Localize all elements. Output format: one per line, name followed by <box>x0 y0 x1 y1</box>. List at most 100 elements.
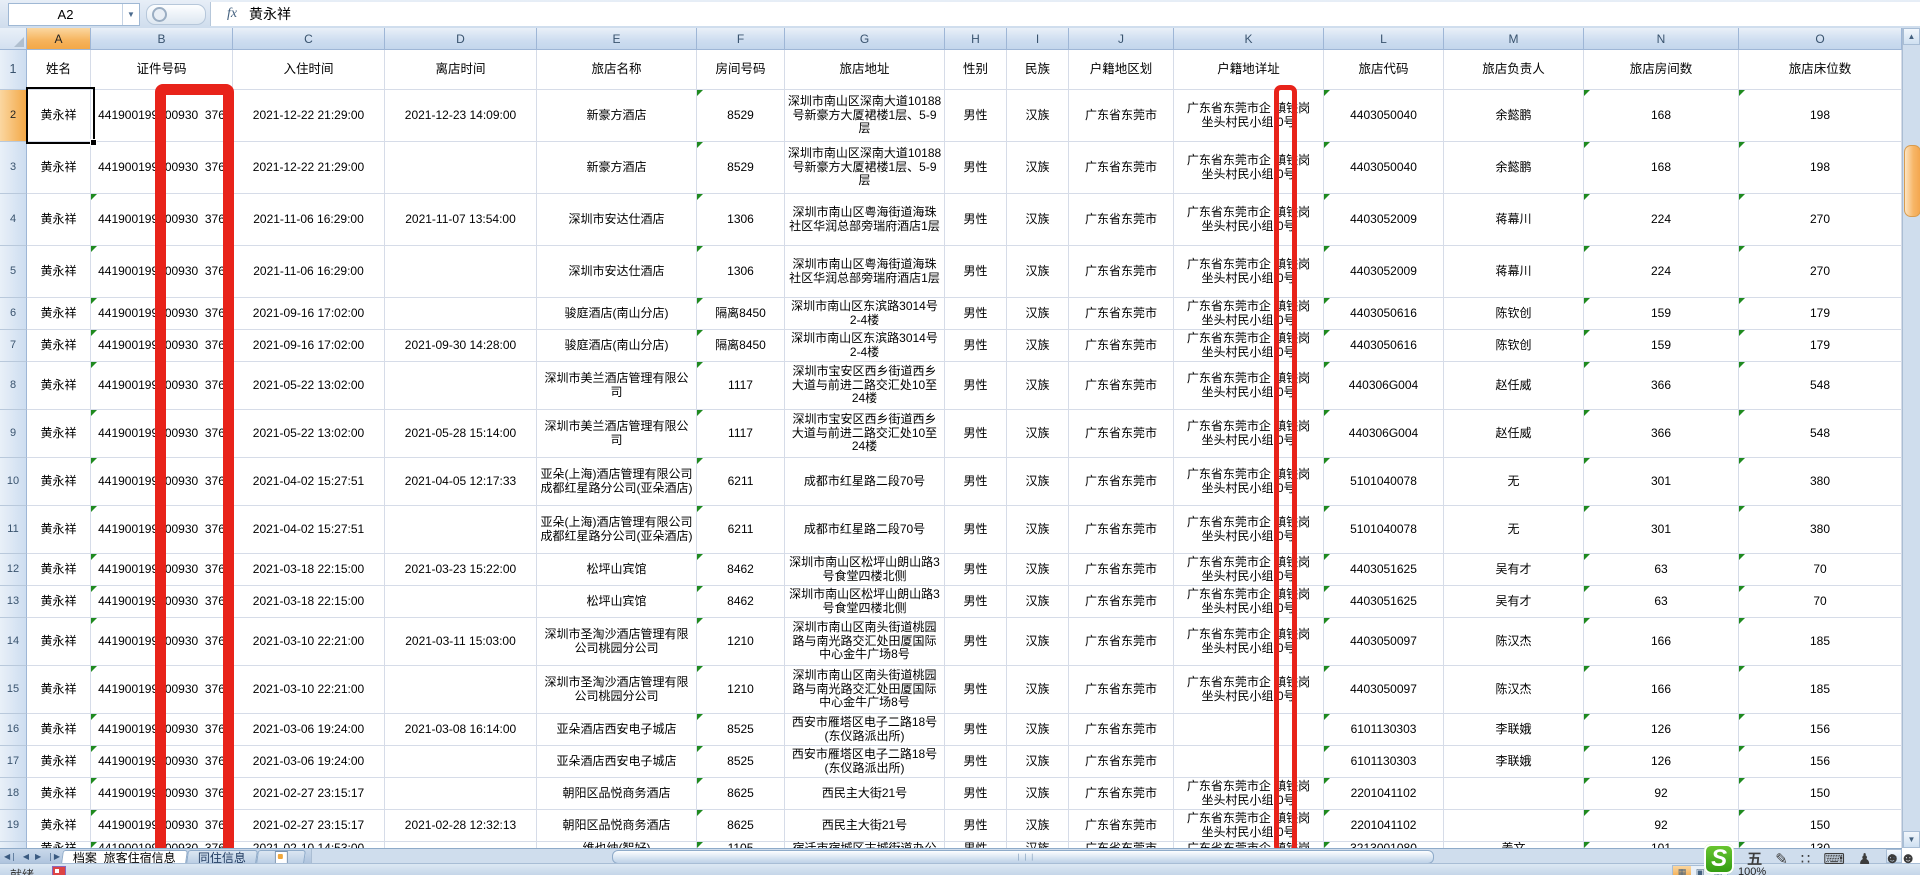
cell-region[interactable]: 广东省东莞市 <box>1069 90 1174 142</box>
cell-rooms[interactable]: 159 <box>1584 298 1739 330</box>
cell-room[interactable]: 8462 <box>697 586 785 618</box>
cell-gender[interactable]: 男性 <box>945 90 1007 142</box>
cell-id[interactable]: 441900199 00930 376 <box>91 194 233 246</box>
cell-hotel_addr[interactable]: 深圳市南山区粤海街道海珠社区华润总部旁瑞府酒店1层 <box>785 194 945 246</box>
cell-hukou[interactable]: 广东省东莞市企 镇铁岗 坐头村民小组 0号 <box>1174 554 1324 586</box>
cell-name[interactable]: 黄永祥 <box>27 410 91 458</box>
cell-id[interactable]: 441900199 00930 376 <box>91 506 233 554</box>
cell-region[interactable]: 广东省东莞市 <box>1069 410 1174 458</box>
cell-manager[interactable]: 蒋幕川 <box>1444 194 1584 246</box>
cell-rooms[interactable]: 126 <box>1584 714 1739 746</box>
select-all-corner[interactable] <box>0 28 27 50</box>
column-header-a[interactable]: A <box>27 28 91 50</box>
cell-rooms[interactable]: 101 <box>1584 842 1739 848</box>
cell-manager[interactable]: 赵任威 <box>1444 362 1584 410</box>
cell-region[interactable]: 广东省东莞市 <box>1069 142 1174 194</box>
cell-id[interactable]: 441900199 00930 376 <box>91 298 233 330</box>
cell-hukou[interactable]: 广东省东莞市企 镇铁岗 坐头村民小组 0号 <box>1174 410 1324 458</box>
cell-room[interactable]: 8525 <box>697 714 785 746</box>
header-cell[interactable]: 旅店床位数 <box>1739 50 1902 90</box>
column-header-e[interactable]: E <box>537 28 697 50</box>
cell-checkin[interactable]: 2021-04-02 15:27:51 <box>233 458 385 506</box>
formula-input[interactable]: fx 黄永祥 <box>210 2 1920 26</box>
cell-gender[interactable]: 男性 <box>945 714 1007 746</box>
ime-emoji-icon[interactable]: ☻☻ <box>1884 850 1916 867</box>
row-header-2[interactable]: 2 <box>0 90 27 142</box>
cell-hotel[interactable]: 朝阳区品悦商务酒店 <box>537 778 697 810</box>
column-header-d[interactable]: D <box>385 28 537 50</box>
row-header-13[interactable]: 13 <box>0 586 27 618</box>
cell-name[interactable]: 黄永祥 <box>27 554 91 586</box>
cell-name[interactable]: 黄永祥 <box>27 506 91 554</box>
cell-hotel[interactable]: 亚朵(上海)酒店管理有限公司成都红星路分公司(亚朵酒店) <box>537 506 697 554</box>
cell-hotel[interactable]: 深圳市安达仕酒店 <box>537 246 697 298</box>
cell-code[interactable]: 6101130303 <box>1324 714 1444 746</box>
cell-manager[interactable]: 无 <box>1444 506 1584 554</box>
cell-checkin[interactable]: 2021-11-06 16:29:00 <box>233 246 385 298</box>
row-header-14[interactable]: 14 <box>0 618 27 666</box>
cell-checkin[interactable]: 2021-02-10 14:53:00 <box>233 842 385 848</box>
cell-room[interactable]: 1306 <box>697 194 785 246</box>
cell-hotel_addr[interactable]: 西民主大街21号 <box>785 778 945 810</box>
cell-checkout[interactable]: 2021-03-08 16:14:00 <box>385 714 537 746</box>
cell-rooms[interactable]: 224 <box>1584 194 1739 246</box>
cell-hukou[interactable] <box>1174 714 1324 746</box>
cell-code[interactable]: 4403050097 <box>1324 618 1444 666</box>
cell-hotel_addr[interactable]: 深圳市宝安区西乡街道西乡大道与前进二路交汇处10至24楼 <box>785 362 945 410</box>
cell-code[interactable]: 6101130303 <box>1324 746 1444 778</box>
cell-id[interactable]: 441900199 00930 376 <box>91 778 233 810</box>
cell-beds[interactable]: 130 <box>1739 842 1902 848</box>
cell-rooms[interactable]: 366 <box>1584 362 1739 410</box>
cell-ethnicity[interactable]: 汉族 <box>1007 142 1069 194</box>
cell-hukou[interactable]: 广东省东莞市企 镇铁岗 坐头村民小组 0号 <box>1174 458 1324 506</box>
cell-beds[interactable]: 156 <box>1739 714 1902 746</box>
cell-beds[interactable]: 179 <box>1739 330 1902 362</box>
cell-checkout[interactable] <box>385 142 537 194</box>
cell-hotel_addr[interactable]: 成都市红星路二段70号 <box>785 458 945 506</box>
cell-code[interactable]: 4403050040 <box>1324 142 1444 194</box>
cell-checkout[interactable] <box>385 246 537 298</box>
insert-worksheet-tab[interactable] <box>255 850 306 865</box>
vertical-scrollbar[interactable]: ▲ ▼ <box>1902 28 1920 848</box>
vertical-scrollbar-thumb[interactable] <box>1904 145 1920 217</box>
cell-code[interactable]: 4403052009 <box>1324 246 1444 298</box>
cell-beds[interactable]: 270 <box>1739 194 1902 246</box>
cell-beds[interactable]: 70 <box>1739 554 1902 586</box>
sheet-tab-archive[interactable]: 档案_旅客住宿信息 <box>61 850 188 865</box>
cell-gender[interactable]: 男性 <box>945 778 1007 810</box>
cell-id[interactable]: 441900199 00930 376 <box>91 410 233 458</box>
scroll-up-icon[interactable]: ▲ <box>1903 28 1920 45</box>
row-header-6[interactable]: 6 <box>0 298 27 330</box>
header-cell[interactable]: 离店时间 <box>385 50 537 90</box>
cell-gender[interactable]: 男性 <box>945 458 1007 506</box>
cell-hotel_addr[interactable]: 西安市雁塔区电子二路18号(东仪路派出所) <box>785 746 945 778</box>
cell-gender[interactable]: 男性 <box>945 810 1007 842</box>
cell-checkin[interactable]: 2021-02-27 23:15:17 <box>233 778 385 810</box>
cell-hotel_addr[interactable]: 深圳市南山区松坪山朗山路3号食堂四楼北侧 <box>785 554 945 586</box>
cell-beds[interactable]: 548 <box>1739 362 1902 410</box>
cell-hotel_addr[interactable]: 成都市红星路二段70号 <box>785 506 945 554</box>
cell-room[interactable]: 6211 <box>697 458 785 506</box>
name-box-dropdown-icon[interactable]: ▼ <box>122 4 139 25</box>
cell-manager[interactable] <box>1444 810 1584 842</box>
cell-rooms[interactable]: 224 <box>1584 246 1739 298</box>
cell-hukou[interactable]: 广东省东莞市企 镇铁岗 坐头村民小组 0号 <box>1174 778 1324 810</box>
cell-hotel_addr[interactable]: 深圳市南山区粤海街道海珠社区华润总部旁瑞府酒店1层 <box>785 246 945 298</box>
header-cell[interactable]: 旅店代码 <box>1324 50 1444 90</box>
column-header-g[interactable]: G <box>785 28 945 50</box>
cell-ethnicity[interactable]: 汉族 <box>1007 330 1069 362</box>
cell-checkout[interactable]: 2021-03-23 15:22:00 <box>385 554 537 586</box>
cell-rooms[interactable]: 92 <box>1584 810 1739 842</box>
cell-checkin[interactable]: 2021-03-18 22:15:00 <box>233 586 385 618</box>
ime-wubi-icon[interactable]: 五 <box>1747 851 1763 868</box>
cell-manager[interactable]: 李联娥 <box>1444 746 1584 778</box>
cell-code[interactable]: 4403051625 <box>1324 554 1444 586</box>
row-header-18[interactable]: 18 <box>0 778 27 810</box>
cell-room[interactable]: 隔离8450 <box>697 330 785 362</box>
cell-manager[interactable]: 余懿鹏 <box>1444 90 1584 142</box>
cell-hotel[interactable]: 亚朵酒店西安电子城店 <box>537 746 697 778</box>
cell-checkout[interactable]: 2021-05-28 15:14:00 <box>385 410 537 458</box>
cell-hotel[interactable]: 新豪方酒店 <box>537 142 697 194</box>
row-header-17[interactable]: 17 <box>0 746 27 778</box>
cell-hotel_addr[interactable]: 深圳市宝安区西乡街道西乡大道与前进二路交汇处10至24楼 <box>785 410 945 458</box>
